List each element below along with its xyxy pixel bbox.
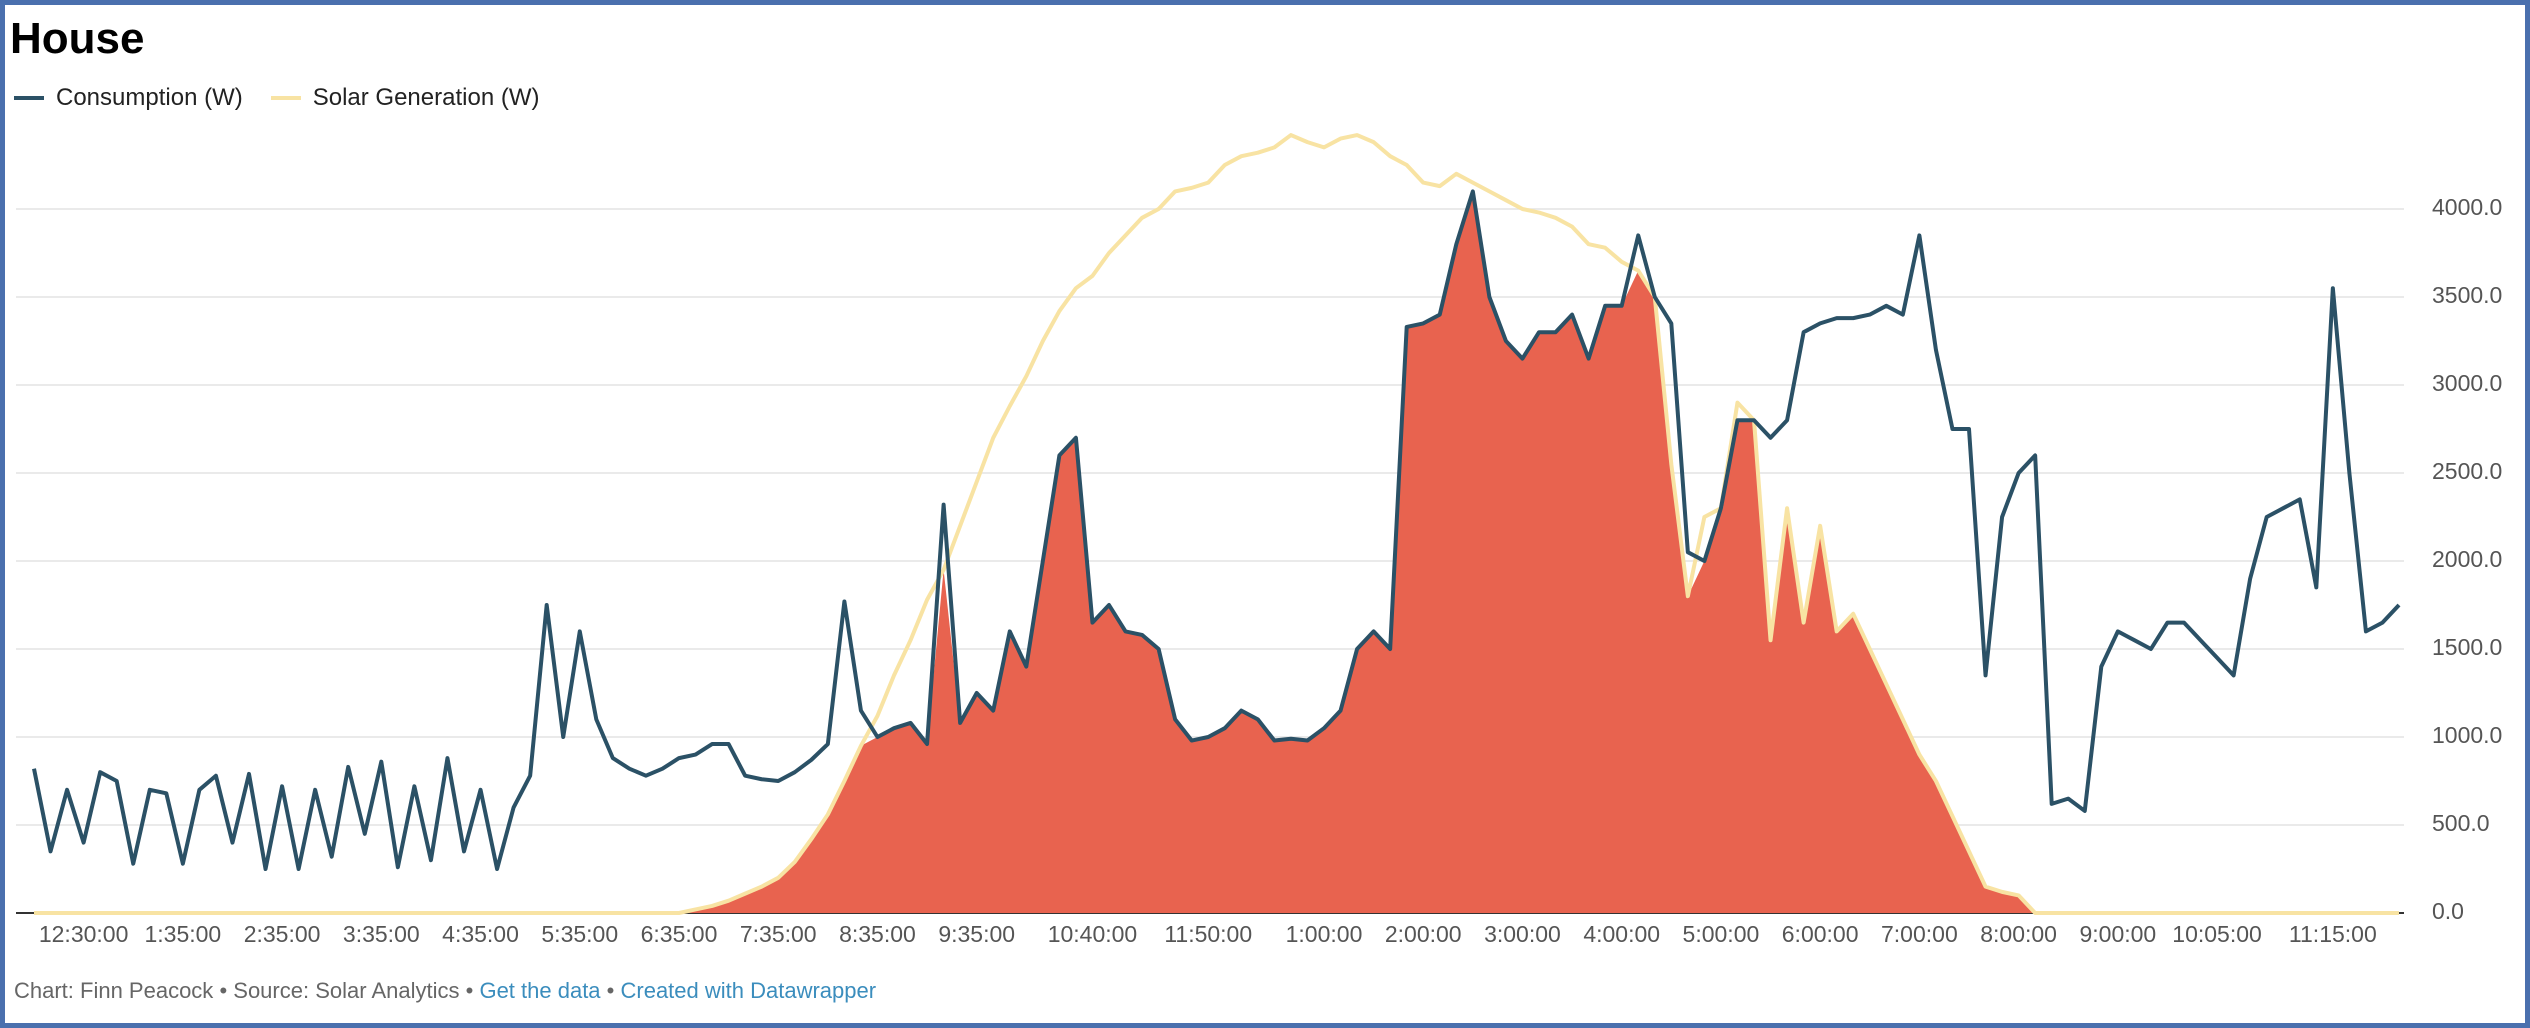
x-tick-label: 10:05:00 [2172, 921, 2262, 947]
y-tick-label: 3000.0 [2432, 370, 2502, 396]
legend: Consumption (W) Solar Generation (W) [14, 84, 539, 112]
source: Source: Solar Analytics [233, 978, 460, 1003]
y-tick-label: 1000.0 [2432, 722, 2502, 748]
y-tick-label: 3500.0 [2432, 282, 2502, 308]
legend-item: Consumption (W) [14, 84, 243, 112]
legend-item: Solar Generation (W) [270, 84, 540, 112]
x-tick-label: 2:00:00 [1385, 921, 1462, 947]
y-tick-label: 500.0 [2432, 810, 2490, 836]
x-tick-label: 1:00:00 [1286, 921, 1363, 947]
x-tick-label: 12:30:00 [39, 921, 129, 947]
x-tick-label: 4:35:00 [442, 921, 519, 947]
separator: • [606, 978, 615, 1003]
x-tick-label: 1:35:00 [144, 921, 221, 947]
x-tick-label: 11:15:00 [2289, 921, 2377, 947]
x-tick-label: 2:35:00 [244, 921, 321, 947]
byline: Chart: Finn Peacock [14, 978, 214, 1003]
separator: • [219, 978, 228, 1003]
x-tick-label: 5:00:00 [1683, 921, 1760, 947]
x-tick-label: 4:00:00 [1583, 921, 1660, 947]
x-tick-label: 8:35:00 [839, 921, 916, 947]
x-tick-label: 7:00:00 [1881, 921, 1958, 947]
chart-title: House [10, 14, 145, 63]
x-tick-label: 11:50:00 [1164, 921, 1252, 947]
footer: Chart: Finn Peacock • Source: Solar Anal… [14, 978, 876, 1004]
y-tick-label: 2500.0 [2432, 458, 2502, 484]
y-tick-label: 0.0 [2432, 898, 2464, 924]
x-tick-label: 7:35:00 [740, 921, 817, 947]
y-tick-label: 1500.0 [2432, 634, 2502, 660]
data-link[interactable]: Get the data [479, 978, 601, 1003]
separator: • [465, 978, 474, 1003]
x-tick-label: 9:35:00 [938, 921, 1015, 947]
x-tick-label: 10:40:00 [1048, 921, 1138, 947]
x-tick-label: 6:00:00 [1782, 921, 1859, 947]
x-tick-label: 5:35:00 [541, 921, 618, 947]
x-tick-label: 9:00:00 [2079, 921, 2156, 947]
x-tick-label: 3:35:00 [343, 921, 420, 947]
solar-line [34, 133, 2399, 915]
y-tick-label: 2000.0 [2432, 546, 2502, 572]
y-tick-label: 4000.0 [2432, 194, 2502, 220]
legend-swatch [14, 96, 44, 100]
x-tick-label: 6:35:00 [641, 921, 718, 947]
datawrapper-link[interactable]: Created with Datawrapper [620, 978, 877, 1003]
legend-swatch [270, 96, 301, 100]
overlap-area [34, 191, 2399, 913]
legend-label: Consumption (W) [56, 84, 243, 111]
x-tick-label: 3:00:00 [1484, 921, 1561, 947]
consumption-line [32, 189, 2401, 871]
x-tick-label: 8:00:00 [1980, 921, 2057, 947]
legend-label: Solar Generation (W) [312, 84, 540, 111]
